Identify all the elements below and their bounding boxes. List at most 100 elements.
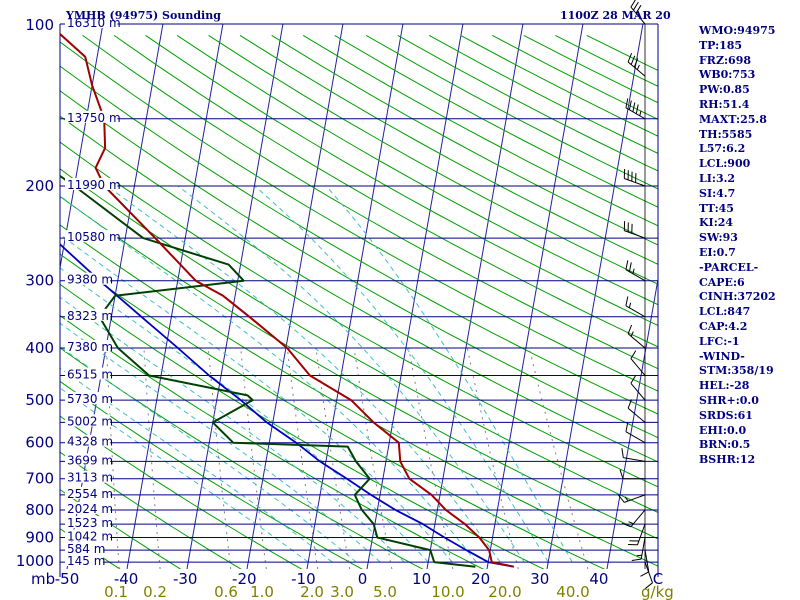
mixing-ratio-line [315,347,351,569]
wind-barb [640,550,650,577]
stability-indices: WMO:94975 TP:185 FRZ:698 WB0:753 PW:0.85 RH:5… [699,24,776,468]
mixing-ratio-unit-label: g/kg [641,583,674,600]
pressure-label: 900 [25,528,54,546]
index-item: BRN:0.5 [699,438,751,452]
temperature-tick-label: -30 [173,570,198,588]
height-label-bg [65,272,111,285]
wind-barb [625,98,646,120]
dry-adiabat-line [60,415,303,569]
height-label-bg [65,470,111,483]
dry-adiabat-line [60,451,242,569]
wind-barb [627,523,646,546]
height-label-bg [65,434,111,447]
dry-adiabat-line [60,168,658,513]
index-item: LCL:847 [699,305,751,319]
dry-adiabat-line [60,347,424,569]
wind-barb [627,324,646,349]
isotherm-line [126,24,224,569]
sounding-profiles [60,32,515,568]
index-item: WB0:753 [699,68,756,82]
moist-adiabat-line [177,185,525,563]
index-item: -WIND- [699,349,745,363]
temperature-tick-label: 0 [358,570,368,588]
wind-barb [625,296,646,318]
height-label-bg [65,554,103,567]
mixing-ratio-tick-label: 1.0 [250,583,274,600]
temperature-tick-label: 20 [471,570,490,588]
wind-barb [630,374,646,401]
isotherm-line [426,24,524,569]
height-label-bg [65,529,111,542]
wind-barb [618,494,646,503]
index-item: BSHR:12 [699,453,756,467]
wind-barbs [618,0,653,590]
temperature-line [60,32,515,568]
index-item: RH:51.4 [699,97,750,111]
pressure-unit-label: mb [31,570,55,588]
height-label-bg [65,453,111,466]
index-item: FRZ:698 [699,53,752,67]
index-item: L57:6.2 [699,142,746,156]
height-label: 16310 m [67,16,121,30]
moist-adiabat-line [60,367,333,563]
height-label: 1523 m [67,516,113,530]
height-label: 145 m [67,554,105,568]
wind-barb [625,422,646,444]
dry-adiabat-line [60,314,485,569]
dry-adiabat-line [60,115,658,463]
height-label-bg [65,308,111,321]
dry-adiabat-line [113,34,658,348]
index-item: TT:45 [699,201,734,215]
index-item: SW:93 [699,231,738,245]
temperature-tick-label: 30 [530,570,549,588]
mixing-ratio-tick-label: 0.1 [104,583,128,600]
index-item: LCL:900 [699,157,751,171]
height-label-bg [65,516,111,529]
height-label: 13750 m [67,111,121,125]
pressure-label: 600 [25,434,54,452]
temperature-tick-label: C [653,570,663,588]
dry-adiabat-line [60,195,658,540]
index-item: MAXT:25.8 [699,112,767,126]
dry-adiabat-line [60,141,658,488]
isobars [59,23,659,577]
pressure-label: 1000 [16,552,54,570]
index-item: TH:5585 [699,127,753,141]
temperature-tick-label: 40 [589,570,608,588]
mixing-ratio-tick-label: 5.0 [373,583,397,600]
height-label: 4328 m [67,435,113,449]
height-label: 10580 m [67,230,121,244]
moist-adiabat-line [60,322,381,563]
wind-barb [644,561,653,590]
height-label: 1042 m [67,530,113,544]
height-label: 2554 m [67,487,113,501]
mixing-ratio-tick-label: 3.0 [330,583,354,600]
mixing-ratio-line [528,347,589,569]
wind-barb [630,0,646,25]
dry-adiabat-line [60,253,606,569]
temperature-tick-label: -50 [55,570,80,588]
dewpoint-line [60,174,476,568]
pressure-label: 200 [25,177,54,195]
index-item: TP:185 [699,38,743,52]
height-label-bg [65,501,111,514]
index-item: LFC:-1 [699,334,740,348]
pressure-label: 700 [25,470,54,488]
index-item: STM:358/19 [699,364,774,378]
isotherm-line [246,24,344,569]
isotherm-line [186,24,284,569]
pressure-label: 400 [25,339,54,357]
index-item: SRDS:61 [699,408,753,422]
height-label: 6515 m [67,368,113,382]
wind-barb [621,509,646,528]
mixing-ratio-line [143,347,161,569]
mixing-ratio-tick-label: 40.0 [556,583,589,600]
isotherm-line [306,24,404,569]
index-item: EI:0.7 [699,245,736,259]
height-label-bg [65,178,118,190]
mixing-ratio-tick-label: 10.0 [431,583,464,600]
pressure-label: 800 [25,501,54,519]
wind-barb [623,168,646,187]
mixing-ratio-line [286,347,319,569]
